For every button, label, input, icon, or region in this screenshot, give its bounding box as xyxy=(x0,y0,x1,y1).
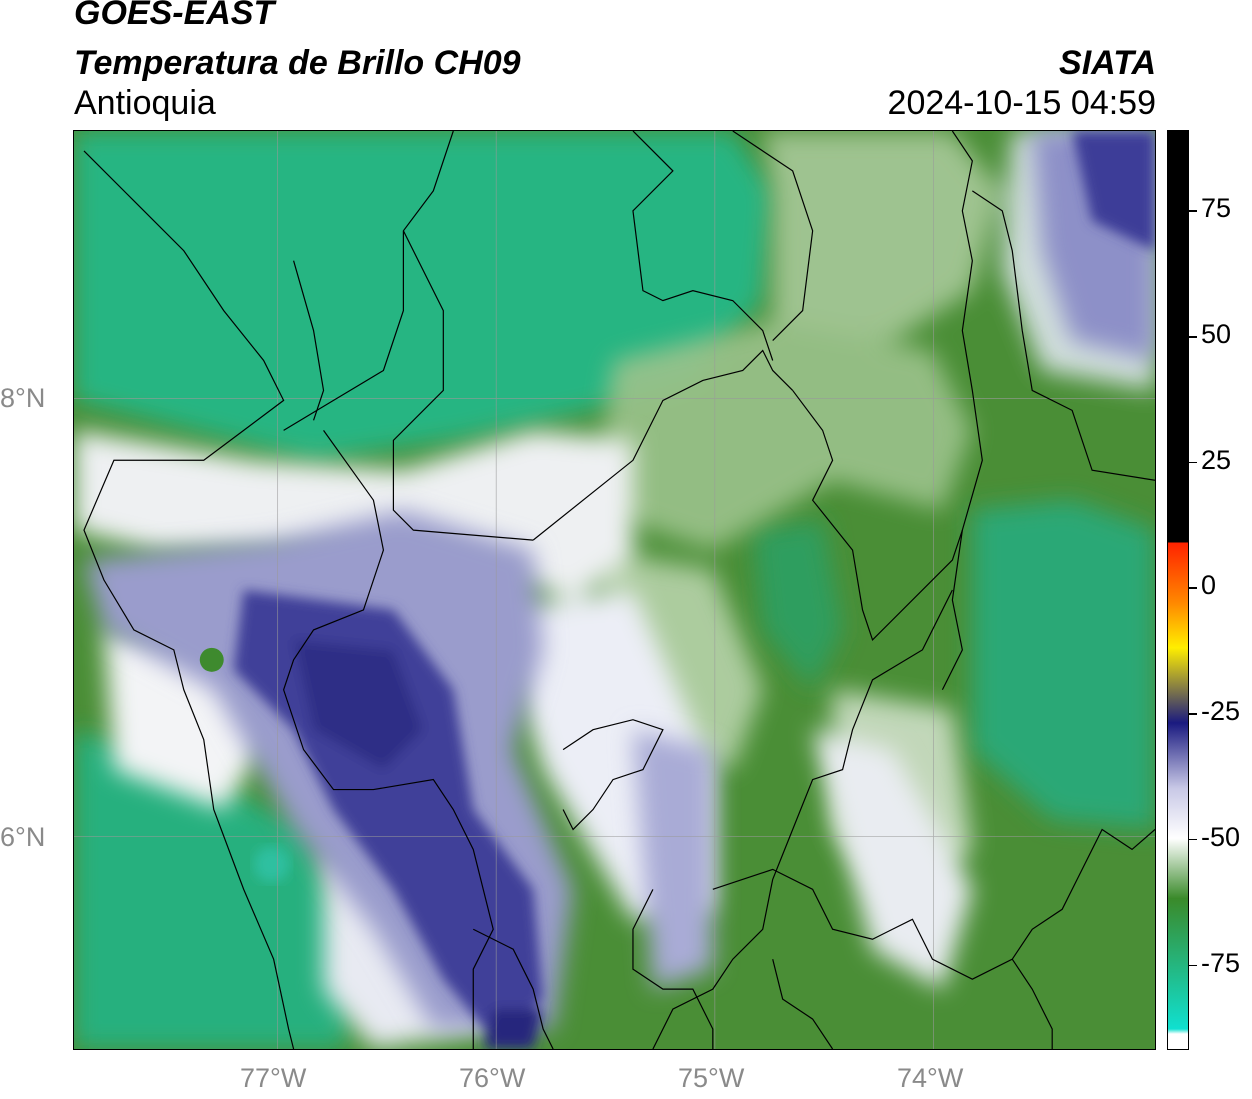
lon-label-74w: 74°W xyxy=(897,1063,964,1093)
lon-label-76w: 76°W xyxy=(459,1063,526,1093)
lat-label-8n: 8°N xyxy=(0,383,46,413)
colorbar-tick-label: 0 xyxy=(1201,570,1217,601)
lat-label-6n: 6°N xyxy=(0,822,46,852)
product-title: Temperatura de Brillo CH09 xyxy=(74,44,521,82)
colorbar-tick xyxy=(1189,336,1197,338)
colorbar-tick xyxy=(1189,838,1197,841)
brightness-temperature-field xyxy=(74,131,1155,1049)
colorbar-tick xyxy=(1189,461,1197,464)
colorbar-tick-label: 25 xyxy=(1201,444,1232,475)
colorbar-tick-label: -50 xyxy=(1201,821,1241,852)
graticule xyxy=(74,131,1155,1049)
colorbar-tick-label: 75 xyxy=(1201,193,1232,224)
satellite-title: GOES-EAST xyxy=(74,0,275,32)
lon-label-75w: 75°W xyxy=(678,1063,745,1093)
timestamp-label: 2024-10-15 04:59 xyxy=(887,84,1156,122)
colorbar-tick-label: -75 xyxy=(1201,947,1241,978)
lon-label-77w: 77°W xyxy=(240,1063,307,1093)
colorbar-tick xyxy=(1189,587,1197,589)
colorbar-tick xyxy=(1189,210,1197,212)
colorbar-tick-label: 50 xyxy=(1201,319,1232,350)
colorbar-tick-label: -25 xyxy=(1201,696,1241,727)
boundaries xyxy=(83,131,1155,1049)
brand-label: SIATA xyxy=(1059,44,1156,82)
colorbar-tick xyxy=(1189,964,1197,967)
colorbar-tick xyxy=(1189,713,1197,715)
colorbar xyxy=(1167,130,1189,1050)
satellite-map[interactable] xyxy=(73,130,1156,1050)
region-label: Antioquia xyxy=(74,84,216,122)
